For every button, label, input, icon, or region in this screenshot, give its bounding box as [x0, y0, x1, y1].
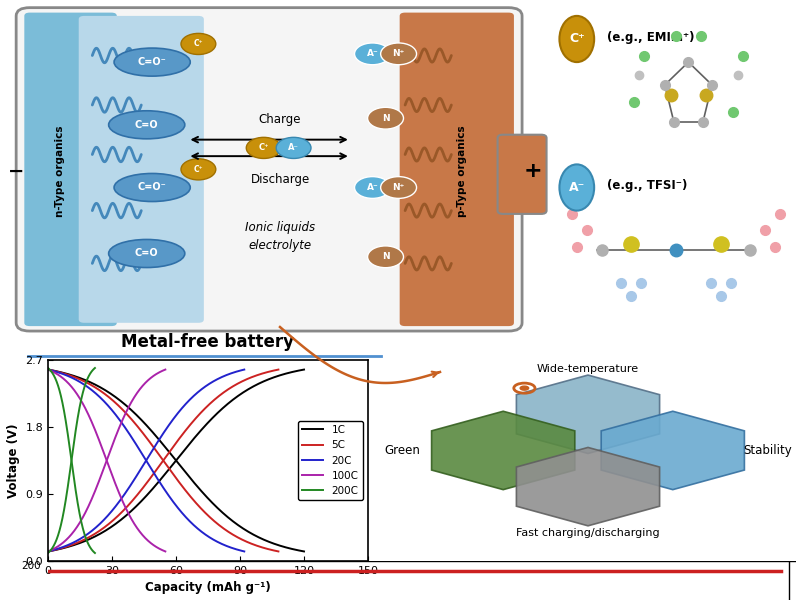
Text: p-Type organics: p-Type organics — [458, 125, 467, 217]
Y-axis label: Voltage (V): Voltage (V) — [6, 423, 20, 498]
Text: N⁺: N⁺ — [393, 183, 405, 192]
Circle shape — [181, 159, 216, 180]
Text: Fast charging/discharging: Fast charging/discharging — [516, 528, 660, 538]
FancyBboxPatch shape — [400, 13, 514, 326]
Text: N: N — [382, 113, 390, 122]
Text: A⁻: A⁻ — [569, 181, 585, 194]
Text: Metal-free battery: Metal-free battery — [121, 332, 294, 350]
Text: Green: Green — [385, 444, 420, 457]
Text: C=O: C=O — [135, 248, 158, 259]
Text: Stability: Stability — [742, 444, 791, 457]
Circle shape — [367, 107, 403, 129]
Text: N: N — [382, 252, 390, 262]
Text: C=O⁻: C=O⁻ — [138, 57, 166, 67]
Text: C⁺: C⁺ — [194, 165, 203, 174]
Circle shape — [276, 137, 311, 158]
Text: C⁺: C⁺ — [194, 40, 203, 49]
Text: (e.g., TFSI⁻): (e.g., TFSI⁻) — [606, 179, 687, 193]
Circle shape — [181, 34, 216, 55]
Text: C⁺: C⁺ — [258, 143, 269, 152]
Text: A⁻: A⁻ — [366, 49, 378, 58]
Polygon shape — [516, 448, 660, 526]
FancyBboxPatch shape — [16, 8, 522, 331]
Circle shape — [520, 386, 529, 390]
Circle shape — [354, 43, 390, 65]
Text: Wide-temperature: Wide-temperature — [537, 364, 639, 374]
Circle shape — [559, 164, 594, 211]
Text: 200: 200 — [21, 562, 41, 571]
Ellipse shape — [114, 173, 190, 202]
Ellipse shape — [109, 111, 185, 139]
Text: Ionic liquids
electrolyte: Ionic liquids electrolyte — [245, 221, 315, 253]
Text: C=O⁻: C=O⁻ — [138, 182, 166, 193]
Polygon shape — [601, 411, 745, 490]
Polygon shape — [431, 411, 575, 490]
Text: n-Type organics: n-Type organics — [54, 125, 65, 217]
FancyBboxPatch shape — [78, 16, 204, 323]
Legend: 1C, 5C, 20C, 100C, 200C: 1C, 5C, 20C, 100C, 200C — [298, 421, 362, 500]
Circle shape — [381, 43, 417, 65]
FancyBboxPatch shape — [498, 135, 546, 214]
Text: C=O: C=O — [135, 120, 158, 130]
Circle shape — [559, 16, 594, 62]
Text: −: − — [8, 161, 24, 181]
Text: Discharge: Discharge — [250, 173, 310, 185]
Polygon shape — [516, 375, 660, 454]
FancyBboxPatch shape — [24, 13, 117, 326]
Circle shape — [246, 137, 281, 158]
Text: A⁻: A⁻ — [288, 143, 299, 152]
Text: C⁺: C⁺ — [569, 32, 585, 46]
Text: (e.g., EMIm⁺): (e.g., EMIm⁺) — [606, 31, 694, 44]
Ellipse shape — [114, 48, 190, 76]
X-axis label: Capacity (mAh g⁻¹): Capacity (mAh g⁻¹) — [145, 581, 271, 595]
Text: N⁺: N⁺ — [393, 49, 405, 58]
Text: +: + — [524, 161, 542, 181]
Circle shape — [367, 246, 403, 268]
Circle shape — [381, 176, 417, 199]
Circle shape — [354, 176, 390, 199]
Text: Charge: Charge — [258, 113, 302, 127]
Text: A⁻: A⁻ — [366, 183, 378, 192]
Ellipse shape — [109, 239, 185, 268]
